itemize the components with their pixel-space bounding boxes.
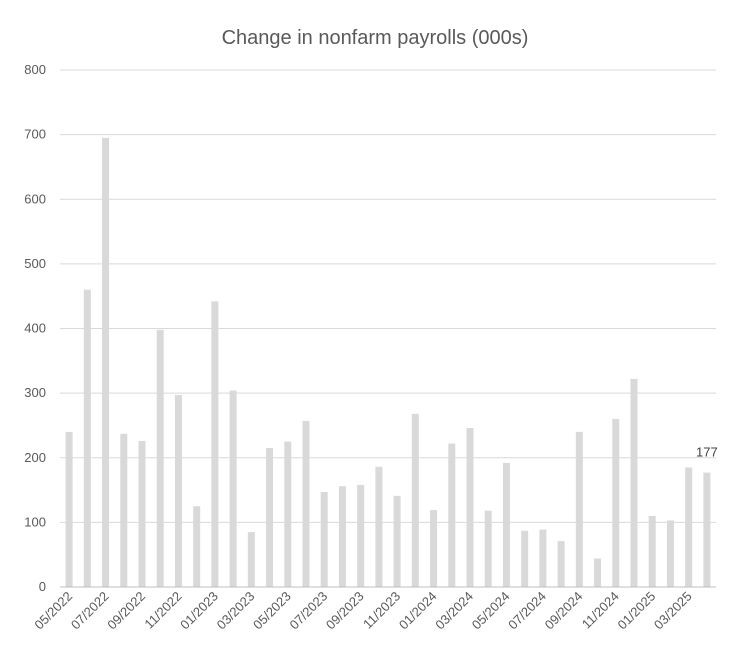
- bar-09/2024: [575, 431, 583, 587]
- bar-05/2023: [284, 441, 292, 587]
- x-tick-label: 07/2022: [68, 589, 112, 633]
- y-axis-ticks: 0 100 200 300 400 500 600 700 800: [24, 62, 46, 594]
- bar-10/2024: [594, 558, 602, 587]
- bar-10/2022: [156, 329, 164, 587]
- bar-03/2025: [685, 467, 693, 587]
- chart-title: Change in nonfarm payrolls (000s): [222, 27, 529, 49]
- x-tick-label: 03/2025: [651, 589, 695, 633]
- data-labels: 177: [696, 445, 718, 460]
- y-tick-label: 800: [24, 62, 46, 77]
- bar-12/2022: [193, 506, 201, 587]
- data-label: 177: [696, 445, 718, 460]
- x-tick-label: 09/2023: [323, 589, 367, 633]
- bar-02/2024: [448, 443, 456, 587]
- bar-04/2023: [266, 448, 274, 587]
- x-tick-label: 05/2024: [469, 589, 513, 633]
- bars: [65, 137, 711, 587]
- bar-02/2023: [229, 390, 237, 587]
- bar-07/2022: [102, 137, 110, 587]
- x-tick-label: 07/2024: [505, 589, 549, 633]
- x-tick-label: 11/2022: [141, 589, 184, 632]
- bar-09/2022: [138, 440, 146, 587]
- y-tick-label: 700: [24, 127, 46, 142]
- bar-08/2022: [120, 433, 128, 587]
- bar-03/2023: [247, 532, 255, 587]
- x-tick-label: 03/2024: [432, 589, 476, 633]
- bar-07/2024: [539, 529, 547, 587]
- y-tick-label: 600: [24, 191, 46, 206]
- bar-06/2022: [83, 289, 91, 587]
- bar-11/2022: [174, 395, 182, 587]
- y-tick-label: 500: [24, 256, 46, 271]
- bar-05/2024: [502, 462, 510, 587]
- y-tick-label: 0: [39, 579, 46, 594]
- bar-01/2023: [211, 301, 219, 587]
- x-tick-label: 09/2022: [104, 589, 148, 633]
- x-tick-label: 01/2025: [615, 589, 659, 633]
- bar-02/2025: [666, 520, 674, 587]
- bar-06/2024: [521, 530, 529, 587]
- bar-09/2023: [357, 484, 365, 587]
- y-tick-label: 300: [24, 385, 46, 400]
- y-tick-label: 100: [24, 514, 46, 529]
- x-tick-label: 11/2023: [360, 589, 403, 632]
- x-tick-label: 11/2024: [579, 589, 622, 632]
- x-tick-label: 07/2023: [287, 589, 331, 633]
- x-tick-label: 09/2024: [542, 589, 586, 633]
- bar-12/2023: [411, 413, 419, 587]
- bar-12/2024: [630, 378, 638, 587]
- bar-05/2022: [65, 431, 73, 587]
- x-tick-label: 05/2023: [250, 589, 294, 633]
- bar-01/2025: [648, 515, 656, 587]
- bar-04/2024: [484, 510, 492, 587]
- bar-04/2025: [703, 472, 711, 587]
- bar-07/2023: [320, 492, 328, 587]
- bar-11/2023: [393, 495, 401, 587]
- bar-08/2024: [557, 541, 565, 587]
- bar-08/2023: [338, 486, 346, 587]
- bar-06/2023: [302, 420, 310, 587]
- x-axis-ticks: 05/202207/202209/202211/202201/202303/20…: [31, 589, 694, 633]
- bar-11/2024: [612, 418, 620, 587]
- bar-10/2023: [375, 466, 383, 587]
- x-tick-label: 03/2023: [214, 589, 258, 633]
- bar-03/2024: [466, 428, 474, 587]
- gridlines: [60, 69, 716, 523]
- x-tick-label: 05/2022: [31, 589, 75, 633]
- bar-01/2024: [430, 510, 438, 587]
- y-tick-label: 200: [24, 450, 46, 465]
- x-tick-label: 01/2024: [396, 589, 440, 633]
- x-tick-label: 01/2023: [177, 589, 221, 633]
- y-tick-label: 400: [24, 321, 46, 336]
